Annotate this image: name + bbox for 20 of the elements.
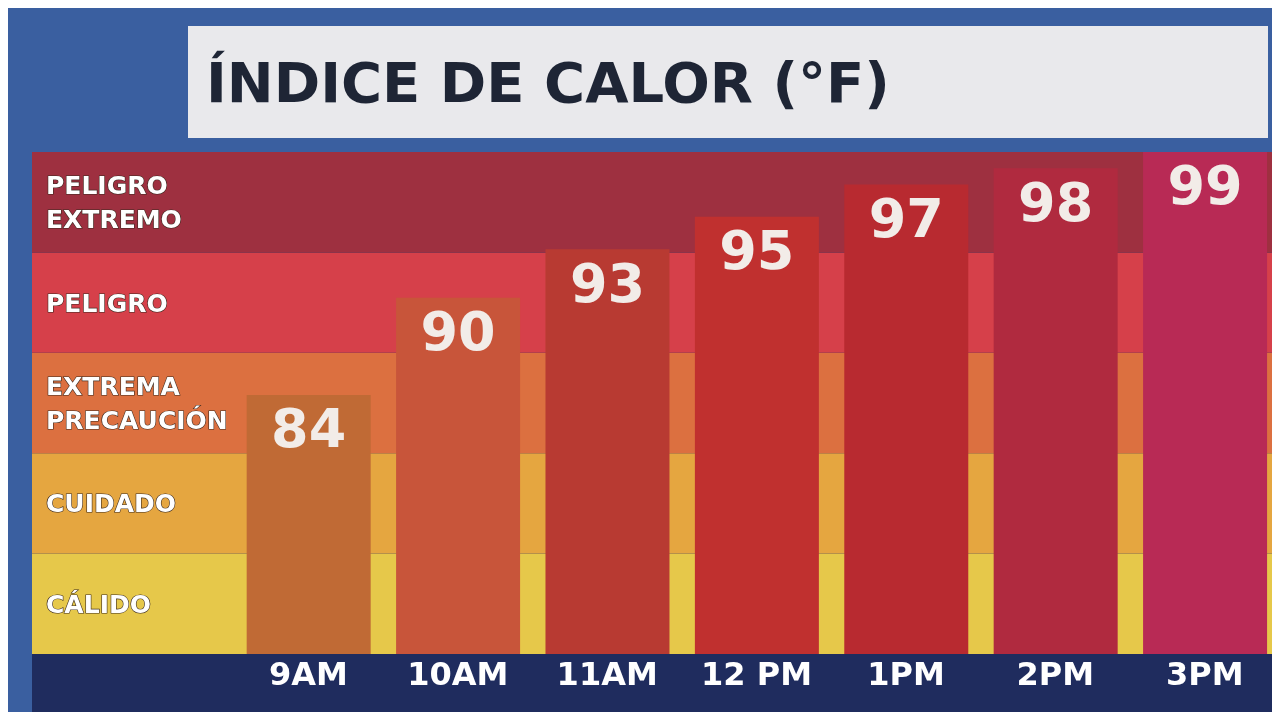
data-label: 97 <box>868 186 944 250</box>
band-label: CUIDADO <box>46 488 177 518</box>
band-label: EXTREMA PRECAUCIÓN <box>46 371 228 435</box>
band-label: CÁLIDO <box>46 589 151 619</box>
x-tick-label: 2PM <box>1016 654 1095 693</box>
x-tick-label: 1PM <box>867 654 945 693</box>
chart-title: ÍNDICE DE CALOR (°F) <box>206 49 890 115</box>
data-label: 93 <box>569 251 646 315</box>
x-tick-label: 10AM <box>407 654 509 693</box>
band-label: PELIGRO EXTREMO <box>46 170 182 234</box>
data-label: 98 <box>1018 170 1094 234</box>
x-tick-label: 12 PM <box>701 654 813 693</box>
x-tick-label: 11AM <box>556 654 658 693</box>
x-tick-label: 9AM <box>268 654 348 693</box>
data-label: 95 <box>719 219 795 283</box>
data-label: 84 <box>271 397 347 461</box>
band-label: PELIGRO <box>46 288 168 318</box>
x-tick-label: 3PM <box>1165 654 1244 693</box>
data-label: 90 <box>420 300 496 364</box>
data-label: 99 <box>1167 154 1243 218</box>
